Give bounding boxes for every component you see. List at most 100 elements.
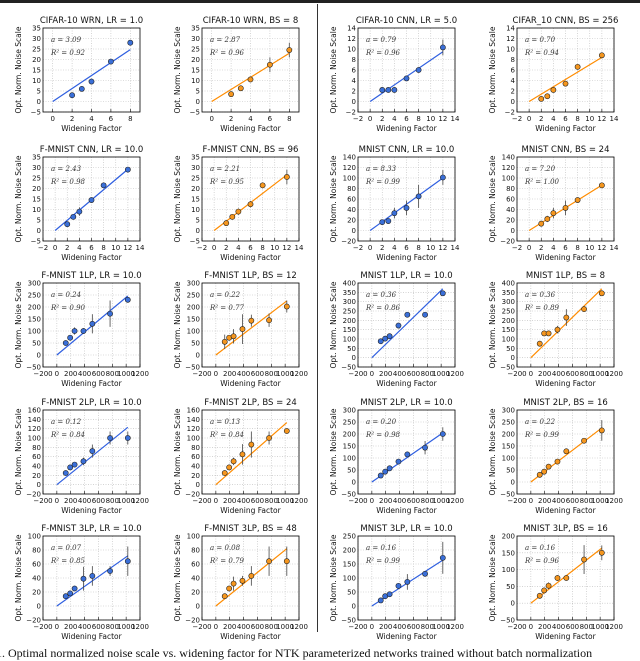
y-tick-label: 140 — [502, 154, 515, 162]
x-tick-label: 1200 — [290, 623, 308, 631]
x-axis-label: Widening Factor — [61, 379, 122, 388]
y-axis-label: Opt. Norm. Noise Scale — [329, 281, 338, 368]
y-tick-label: 20 — [191, 56, 200, 64]
y-tick-label: 0 — [37, 352, 41, 360]
x-axis-label: Widening Factor — [376, 124, 437, 133]
x-tick-label: 1000 — [117, 623, 135, 631]
subplot: −200 0 200 400 600 80010001200−50050100150200… — [329, 271, 464, 388]
data-point — [71, 585, 78, 592]
x-tick-label: 0 — [370, 370, 374, 378]
x-tick-label: 400 — [237, 623, 250, 631]
plot-area — [202, 410, 299, 494]
x-tick-label: 4 — [89, 115, 94, 123]
y-tick-label: 100 — [343, 336, 356, 344]
x-tick-label: 600 — [407, 497, 420, 505]
y-tick-label: 400 — [502, 280, 515, 288]
y-axis-label: Opt. Norm. Noise Scale — [329, 155, 338, 242]
y-tick-label: 10 — [191, 206, 200, 214]
subplot: −200 0 200 400 600 80010001200−50050100150200… — [488, 398, 623, 515]
x-tick-label: 6 — [268, 115, 273, 123]
y-tick-label: 40 — [506, 206, 515, 214]
y-tick-label: 0 — [511, 479, 515, 487]
subplot-title: MNIST 1LP, BS = 8 — [526, 271, 605, 281]
y-tick-label: 200 — [28, 304, 41, 312]
y-axis-label: Opt. Norm. Noise Scale — [173, 26, 182, 113]
data-point — [544, 216, 551, 222]
x-tick-label: 4 — [392, 115, 397, 123]
x-tick-label: 0 — [368, 244, 372, 252]
data-point — [377, 338, 384, 345]
y-axis-label: Opt. Norm. Noise Scale — [329, 534, 338, 621]
y-tick-label: 30 — [32, 164, 41, 172]
data-point — [266, 317, 272, 324]
x-tick-label: 10 — [111, 244, 120, 252]
axes-frame — [201, 27, 300, 113]
fit-line — [528, 56, 603, 103]
alpha-annotation: a = 3.09 — [51, 36, 82, 44]
data-point — [69, 92, 75, 99]
data-point — [124, 435, 131, 441]
data-point — [550, 87, 557, 93]
data-point — [283, 558, 290, 565]
r2-annotation: R² = 0.84 — [50, 431, 85, 439]
data-point — [554, 326, 561, 333]
x-tick-label: 800 — [265, 623, 278, 631]
subplot: −200 0 200 400 600 80010001200−50050100150200… — [329, 398, 464, 515]
x-tick-label: 1000 — [276, 370, 294, 378]
subplot-title: MNIST CNN, LR = 10.0 — [359, 145, 455, 155]
data-point — [80, 575, 87, 582]
data-point — [239, 326, 246, 332]
data-point — [80, 458, 87, 465]
y-tick-label: 20 — [32, 185, 41, 193]
data-point — [230, 333, 237, 340]
y-tick-label: 10 — [506, 46, 515, 54]
x-tick-label: 0 — [529, 370, 533, 378]
y-axis-label: Opt. Norm. Noise Scale — [173, 534, 182, 621]
x-tick-label: 600 — [566, 370, 579, 378]
data-point — [415, 67, 422, 73]
y-axis-label: Opt. Norm. Noise Scale — [488, 408, 497, 495]
y-tick-label: 40 — [347, 206, 356, 214]
data-point — [78, 86, 85, 92]
data-point — [422, 444, 428, 451]
plot-area — [517, 283, 614, 367]
y-tick-label: 0 — [37, 603, 41, 611]
subplot-title: MNIST 1LP, LR = 10.0 — [360, 271, 452, 281]
x-tick-label: 2 — [539, 115, 543, 123]
data-point — [562, 80, 569, 87]
y-tick-label: 100 — [187, 328, 200, 336]
subplot-title: MNIST 3LP, LR = 10.0 — [360, 524, 452, 534]
axes-frame — [357, 535, 456, 621]
y-axis-label: Opt. Norm. Noise Scale — [173, 408, 182, 495]
y-tick-label: 50 — [506, 583, 515, 591]
y-tick-label: −50 — [185, 364, 200, 372]
r2-annotation: R² = 0.79 — [209, 557, 245, 565]
x-tick-label: 1000 — [432, 623, 450, 631]
x-tick-label: 6 — [89, 244, 94, 252]
y-tick-label: −50 — [500, 364, 515, 372]
subplot-title: F-MNIST 3LP, LR = 10.0 — [41, 524, 141, 534]
x-axis-label: Widening Factor — [376, 379, 437, 388]
x-tick-label: 1000 — [591, 370, 609, 378]
x-tick-label: 200 — [223, 623, 236, 631]
y-tick-label: 4 — [352, 77, 357, 85]
y-tick-label: 0 — [352, 479, 356, 487]
x-tick-label: 0 — [370, 497, 374, 505]
x-tick-label: 6 — [404, 244, 409, 252]
alpha-annotation: a = 0.12 — [51, 418, 82, 426]
subplot-title: CIFAR_10 CNN, BS = 256 — [513, 16, 619, 26]
axes-frame — [42, 535, 141, 621]
data-point — [391, 87, 398, 93]
y-tick-label: 80 — [32, 444, 41, 452]
data-point — [563, 448, 570, 455]
x-tick-label: 1200 — [605, 623, 623, 631]
y-tick-label: 100 — [343, 575, 356, 583]
y-tick-label: 100 — [28, 435, 41, 443]
x-tick-label: 8 — [416, 115, 420, 123]
x-tick-label: 800 — [421, 623, 434, 631]
data-point — [88, 197, 95, 203]
x-tick-label: 0 — [370, 623, 374, 631]
data-point — [247, 76, 254, 83]
x-tick-label: 14 — [451, 115, 460, 123]
